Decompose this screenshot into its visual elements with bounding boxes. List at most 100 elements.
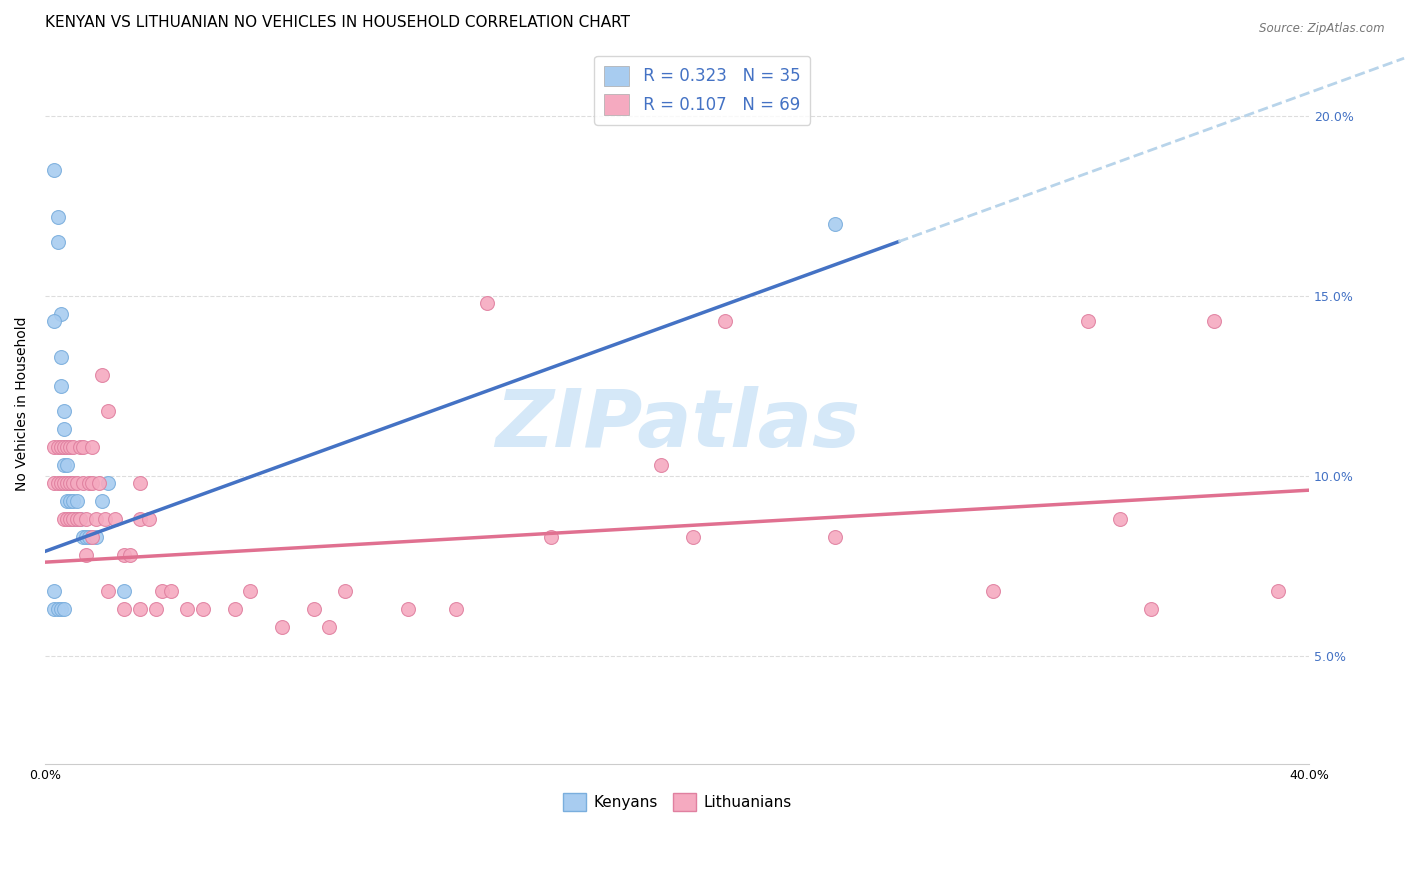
Point [75, 512, 97, 526]
Point [138, 512, 160, 526]
Point [49, 307, 72, 321]
Point [62, 512, 84, 526]
Point [44, 475, 66, 490]
Point [224, 602, 246, 616]
Point [44, 602, 66, 616]
Point [56, 440, 79, 454]
Point [112, 548, 135, 562]
Point [52, 440, 75, 454]
Point [49, 350, 72, 364]
Point [112, 602, 135, 616]
Point [59, 440, 82, 454]
Point [59, 512, 82, 526]
Point [46, 602, 69, 616]
Point [77, 475, 100, 490]
Point [477, 296, 499, 310]
Text: ZIPatlas: ZIPatlas [495, 386, 859, 465]
Point [120, 548, 142, 562]
Point [49, 475, 72, 490]
Point [72, 475, 94, 490]
Point [52, 475, 75, 490]
Point [160, 584, 183, 599]
Point [62, 494, 84, 508]
Point [56, 458, 79, 472]
Point [650, 458, 672, 472]
Point [682, 530, 704, 544]
Point [444, 602, 467, 616]
Point [713, 314, 735, 328]
Point [97, 584, 120, 599]
Point [46, 440, 69, 454]
Point [82, 475, 104, 490]
Point [318, 620, 340, 634]
Point [97, 404, 120, 418]
Point [59, 494, 82, 508]
Point [46, 475, 69, 490]
Point [62, 440, 84, 454]
Point [1077, 314, 1099, 328]
Point [77, 530, 100, 544]
Point [52, 422, 75, 436]
Point [46, 235, 69, 249]
Point [82, 440, 104, 454]
Point [335, 584, 357, 599]
Point [145, 602, 167, 616]
Point [94, 512, 117, 526]
Point [49, 378, 72, 392]
Point [128, 602, 150, 616]
Point [1204, 314, 1226, 328]
Point [84, 512, 107, 526]
Point [59, 475, 82, 490]
Point [52, 404, 75, 418]
Text: KENYAN VS LITHUANIAN NO VEHICLES IN HOUSEHOLD CORRELATION CHART: KENYAN VS LITHUANIAN NO VEHICLES IN HOUS… [45, 15, 630, 30]
Point [56, 512, 79, 526]
Point [44, 584, 66, 599]
Point [69, 512, 91, 526]
Point [97, 475, 120, 490]
Point [69, 440, 91, 454]
Point [46, 210, 69, 224]
Point [1267, 584, 1289, 599]
Point [82, 530, 104, 544]
Point [72, 440, 94, 454]
Point [56, 494, 79, 508]
Point [84, 530, 107, 544]
Point [540, 530, 562, 544]
Point [150, 584, 173, 599]
Point [87, 475, 110, 490]
Point [44, 162, 66, 177]
Point [128, 512, 150, 526]
Legend: Kenyans, Lithuanians: Kenyans, Lithuanians [557, 787, 797, 817]
Point [65, 512, 87, 526]
Point [69, 512, 91, 526]
Point [1140, 602, 1163, 616]
Point [59, 512, 82, 526]
Point [302, 602, 325, 616]
Text: Source: ZipAtlas.com: Source: ZipAtlas.com [1260, 22, 1385, 36]
Point [239, 584, 262, 599]
Point [52, 440, 75, 454]
Point [52, 512, 75, 526]
Point [398, 602, 420, 616]
Point [65, 475, 87, 490]
Point [1108, 512, 1130, 526]
Point [824, 530, 846, 544]
Point [56, 475, 79, 490]
Point [824, 217, 846, 231]
Point [49, 602, 72, 616]
Point [44, 440, 66, 454]
Point [103, 512, 125, 526]
Point [72, 530, 94, 544]
Point [65, 494, 87, 508]
Point [75, 530, 97, 544]
Point [90, 494, 112, 508]
Point [191, 602, 214, 616]
Point [112, 584, 135, 599]
Y-axis label: No Vehicles in Household: No Vehicles in Household [15, 317, 30, 491]
Point [44, 314, 66, 328]
Point [59, 475, 82, 490]
Point [56, 475, 79, 490]
Point [65, 512, 87, 526]
Point [271, 620, 294, 634]
Point [128, 475, 150, 490]
